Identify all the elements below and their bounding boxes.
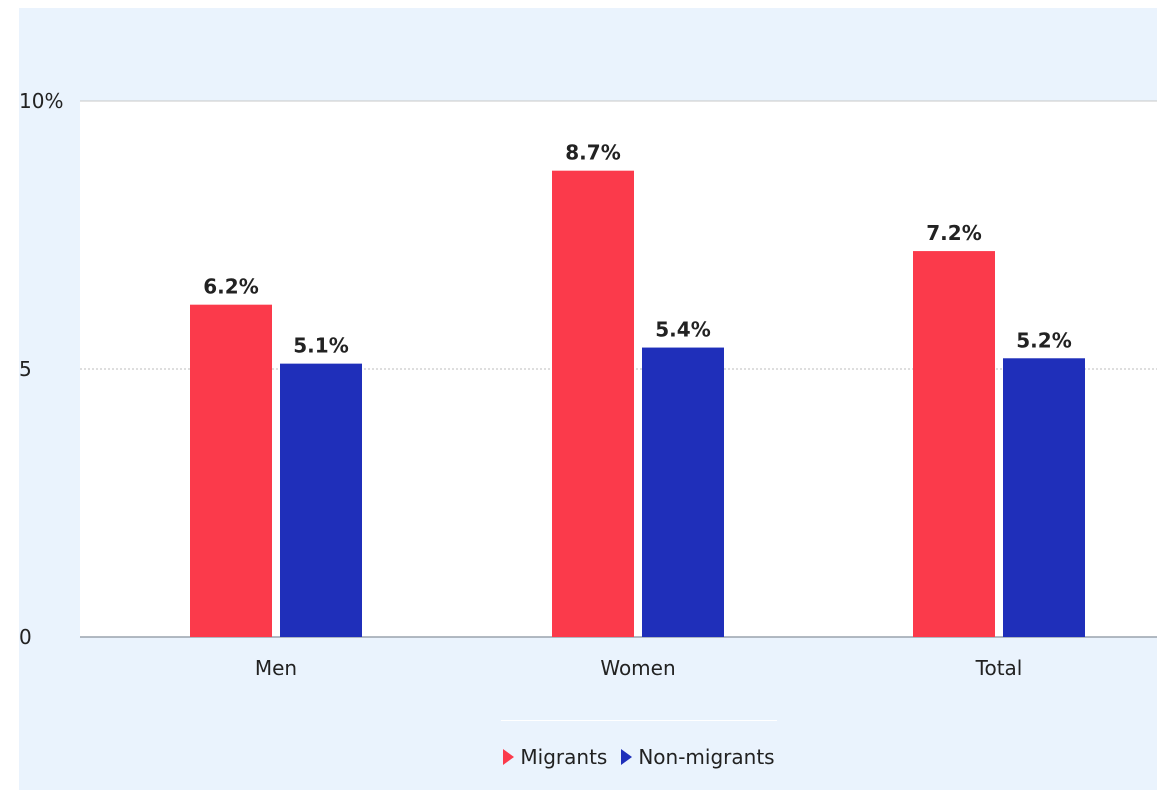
bar-women-migrants[interactable] — [552, 170, 634, 637]
legend-label: Migrants — [520, 745, 608, 769]
y-tick-label: 0 — [19, 625, 32, 649]
x-category-label: Women — [600, 656, 675, 680]
data-label: 6.2% — [203, 275, 258, 299]
triangle-marker-icon — [503, 749, 515, 765]
bar-men-non-migrants[interactable] — [280, 363, 362, 637]
data-label: 5.1% — [293, 334, 348, 358]
bar-total-migrants[interactable] — [913, 251, 995, 637]
chart-panel: 0 5 10% 6.2% 5.1% Men 8.7% 5.4% Women 7.2% 5.2% Tot… — [19, 8, 1157, 794]
x-category-label: Total — [975, 656, 1023, 680]
bar-chart: 0 5 10% 6.2% 5.1% Men 8.7% 5.4% Women 7.2% 5.2% Tot… — [19, 89, 1157, 680]
triangle-marker-icon — [621, 749, 633, 765]
y-tick-label: 5 — [19, 357, 32, 381]
data-label: 7.2% — [926, 221, 981, 245]
data-label: 5.4% — [655, 318, 710, 342]
data-label: 8.7% — [565, 141, 620, 165]
bar-women-non-migrants[interactable] — [642, 347, 724, 637]
y-tick-label: 10% — [19, 89, 63, 113]
x-category-label: Men — [255, 656, 297, 680]
bar-total-non-migrants[interactable] — [1003, 358, 1085, 637]
data-label: 5.2% — [1016, 328, 1071, 352]
legend-item-migrants[interactable]: Migrants — [503, 745, 607, 769]
legend-label: Non-migrants — [638, 745, 775, 769]
legend: Migrants Non-migrants — [501, 720, 777, 794]
bar-men-migrants[interactable] — [190, 304, 272, 637]
legend-item-non-migrants[interactable]: Non-migrants — [621, 745, 775, 769]
